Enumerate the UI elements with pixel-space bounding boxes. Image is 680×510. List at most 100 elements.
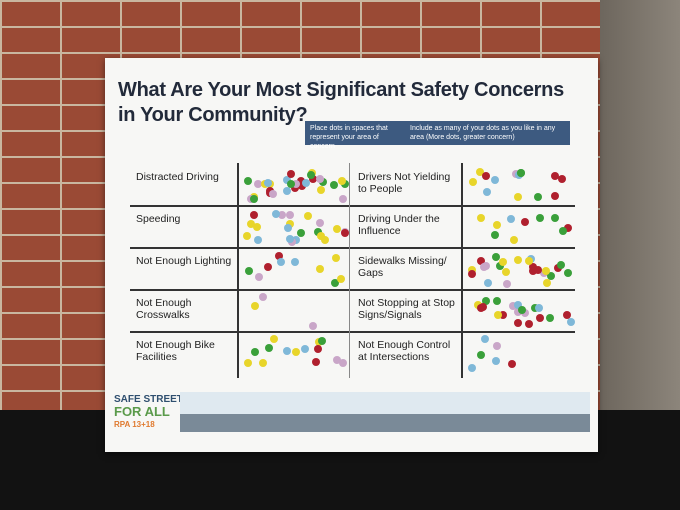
sticker-dot	[251, 348, 260, 357]
sticker-dot	[491, 175, 500, 184]
sticker-dot	[244, 267, 253, 276]
sticker-dot	[520, 218, 529, 227]
sticker-dot	[506, 214, 515, 223]
sticker-dot	[291, 236, 300, 245]
sticker-dot	[542, 266, 551, 275]
row-divider	[130, 205, 575, 207]
sticker-dot	[483, 188, 492, 197]
sticker-dot	[250, 211, 259, 220]
sticker-dot	[330, 279, 339, 288]
sticker-dot	[483, 278, 492, 287]
sticker-dot	[468, 177, 477, 186]
sticker-dot	[244, 176, 253, 185]
sticker-dot	[283, 223, 292, 232]
sticker-dot	[477, 350, 486, 359]
sticker-dot	[476, 167, 485, 176]
sticker-dot	[338, 194, 347, 203]
sticker-dot	[315, 219, 324, 228]
sticker-dot	[516, 168, 525, 177]
sticker-dot	[507, 360, 516, 369]
sticker-dot	[492, 252, 501, 261]
sticker-dot	[276, 257, 285, 266]
sticker-dot	[481, 335, 490, 344]
sticker-dot	[277, 211, 286, 220]
concern-label: Not Enough Control at Intersections	[358, 339, 451, 363]
poster: What Are Your Most Significant Safety Co…	[105, 58, 598, 452]
row-divider	[130, 289, 575, 291]
sticker-dot	[514, 318, 523, 327]
sticker-dot	[243, 358, 252, 367]
sticker-dot	[269, 189, 278, 198]
sticker-dot	[502, 280, 511, 289]
sticker-dot	[492, 342, 501, 351]
sticker-dot	[501, 267, 510, 276]
sticker-dot	[514, 255, 523, 264]
sticker-dot	[309, 175, 318, 184]
sticker-dot	[476, 213, 485, 222]
sticker-dot	[330, 181, 339, 190]
sticker-dot	[529, 262, 538, 271]
instruction: Include as many of your dots as you like…	[405, 121, 570, 145]
sticker-dot	[564, 269, 573, 278]
sticker-dot	[558, 226, 567, 235]
sticker-dot	[315, 175, 324, 183]
sticker-dot	[535, 214, 544, 223]
sticker-dot	[259, 358, 267, 367]
sticker-dot	[543, 278, 552, 287]
logo-text: FOR ALL	[114, 404, 170, 419]
sticker-dot	[254, 272, 263, 281]
sticker-dot	[509, 302, 518, 311]
sticker-dot	[338, 358, 347, 367]
sticker-dot	[286, 235, 295, 244]
logo-subtitle: RPA 13+18	[114, 420, 155, 429]
sticker-dot	[272, 209, 281, 218]
sticker-dot	[551, 214, 560, 223]
sticker-dot	[319, 177, 328, 186]
sticker-dot	[513, 193, 522, 202]
sticker-dot	[517, 305, 526, 314]
sticker-dot	[252, 223, 261, 232]
sticker-dot	[492, 356, 500, 365]
sticker-dot	[482, 262, 491, 271]
sticker-dot	[340, 180, 349, 189]
sticker-dot	[307, 171, 316, 180]
concern-label: Sidewalks Missing/ Gaps	[358, 255, 447, 279]
column-divider	[237, 163, 239, 378]
sticker-dot	[521, 308, 530, 317]
concern-label: Not Enough Lighting	[136, 255, 232, 267]
sticker-dot	[482, 297, 491, 306]
sticker-dot	[529, 267, 538, 276]
sticker-dot	[509, 235, 518, 244]
sticker-dot	[468, 269, 477, 278]
sticker-dot	[557, 174, 566, 183]
sticker-dot	[320, 236, 329, 245]
sticker-dot	[287, 169, 296, 178]
sticker-dot	[317, 232, 326, 241]
sticker-dot	[298, 181, 307, 190]
sticker-dot	[296, 176, 305, 185]
sticker-dot	[337, 176, 346, 185]
sticker-dot	[332, 355, 341, 364]
concern-label: Not Enough Crosswalks	[136, 297, 192, 321]
sticker-dot	[258, 293, 267, 302]
sticker-dot	[249, 194, 258, 203]
sticker-dot	[562, 310, 571, 319]
sticker-dot	[514, 300, 523, 309]
sticker-dot	[263, 178, 272, 187]
sticker-dot	[283, 187, 292, 196]
sticker-dot	[495, 261, 504, 270]
sticker-dot	[291, 257, 300, 266]
sticker-dot	[563, 224, 572, 233]
sticker-dot	[304, 211, 313, 220]
sticker-dot	[317, 337, 326, 345]
sticker-dot	[287, 180, 296, 189]
sticker-dot	[498, 311, 507, 320]
sticker-dot	[332, 254, 341, 263]
concern-label: Driving Under the Influence	[358, 213, 440, 237]
sticker-dot	[547, 272, 556, 281]
sticker-dot	[250, 302, 259, 311]
concern-label: Distracted Driving	[136, 171, 219, 183]
sticker-dot	[546, 313, 554, 322]
sticker-dot	[336, 275, 345, 284]
